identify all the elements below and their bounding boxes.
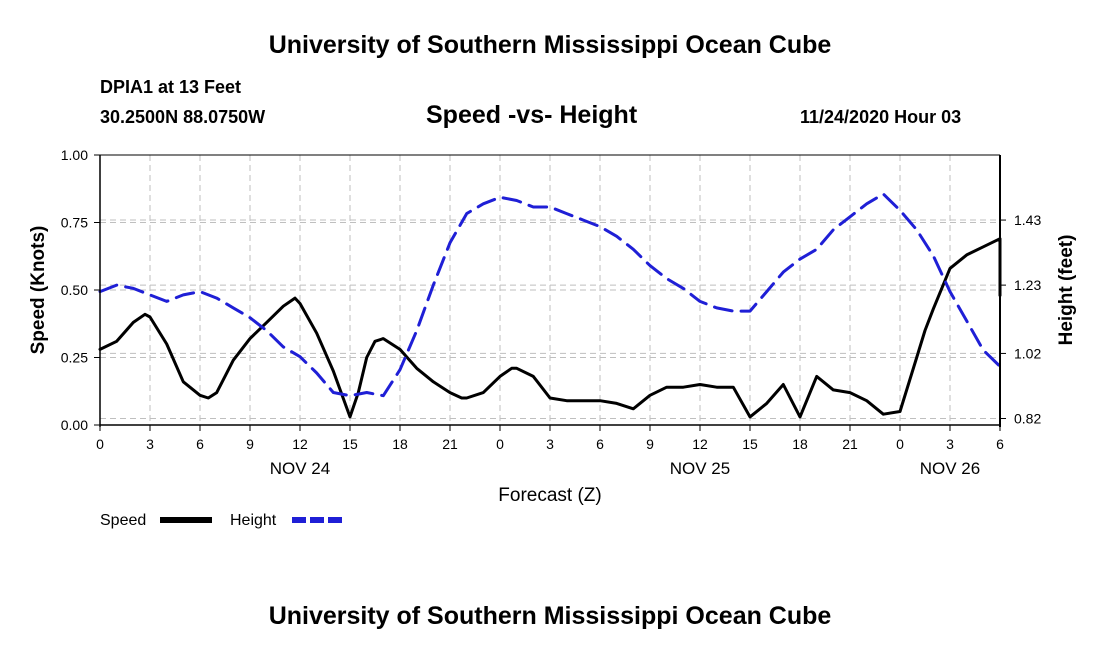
y2-tick-label: 0.82: [1014, 410, 1041, 426]
y-tick-label: 0.75: [61, 215, 88, 231]
y2-tick-label: 1.43: [1014, 212, 1041, 228]
x-tick-label: 0: [896, 436, 904, 452]
legend-height-label: Height: [230, 512, 277, 529]
x-tick-label: 9: [246, 436, 254, 452]
bottom-title: University of Southern Mississippi Ocean…: [268, 602, 832, 630]
x-tick-label: 18: [792, 436, 808, 452]
top-title: University of Southern Mississippi Ocean…: [268, 31, 832, 59]
x-tick-label: 9: [646, 436, 654, 452]
x-tick-label: 15: [342, 436, 358, 452]
y2-tick-label: 1.23: [1014, 277, 1041, 293]
x-tick-label: 21: [442, 436, 458, 452]
y-axis-title: Speed (Knots): [28, 226, 49, 355]
x-tick-label: 15: [742, 436, 758, 452]
station-label: DPIA1 at 13 Feet: [100, 77, 242, 97]
x-tick-label: 6: [196, 436, 204, 452]
x-tick-label: 0: [96, 436, 104, 452]
x-tick-label: 3: [146, 436, 154, 452]
chart-title: Speed -vs- Height: [426, 101, 638, 129]
y-tick-label: 0.00: [61, 417, 88, 433]
x-tick-label: 12: [692, 436, 708, 452]
station-coordinates: 30.2500N 88.0750W: [100, 107, 266, 127]
height-series-line: [98, 192, 1002, 398]
x-tick-label: 0: [496, 436, 504, 452]
forecast-timestamp: 11/24/2020 Hour 03: [800, 107, 962, 127]
y2-axis-title: Height (feet): [1056, 235, 1077, 346]
x-tick-label: 3: [946, 436, 954, 452]
x-tick-label: 6: [596, 436, 604, 452]
x-tick-label: 12: [292, 436, 308, 452]
x-tick-label: 3: [546, 436, 554, 452]
y2-tick-label: 1.02: [1014, 345, 1041, 361]
x-axis-title: Forecast (Z): [498, 485, 601, 506]
day-label: NOV 24: [270, 459, 330, 478]
day-label: NOV 26: [920, 459, 980, 478]
y-tick-label: 0.50: [61, 282, 88, 298]
day-label: NOV 25: [670, 459, 730, 478]
speed-series-line: [98, 237, 1002, 419]
legend-speed-label: Speed: [100, 512, 146, 529]
x-tick-label: 6: [996, 436, 1004, 452]
x-tick-label: 18: [392, 436, 408, 452]
x-tick-label: 21: [842, 436, 858, 452]
y-tick-label: 0.25: [61, 350, 88, 366]
y-tick-label: 1.00: [61, 147, 88, 163]
